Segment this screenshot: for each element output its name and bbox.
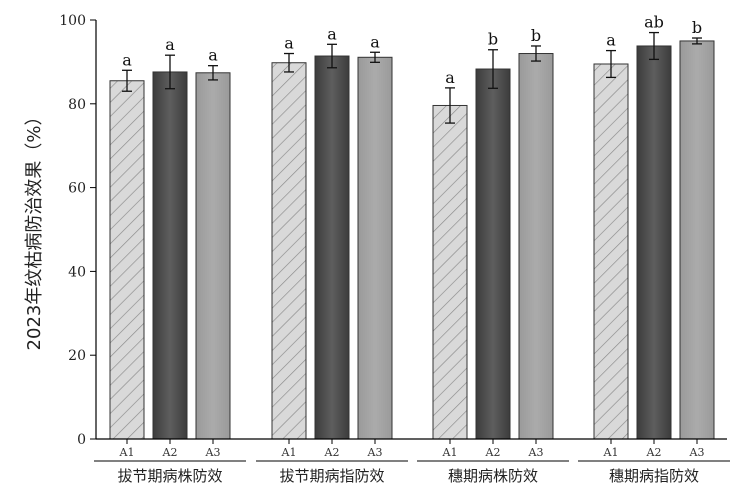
bars-layer xyxy=(109,40,715,440)
category-label: 穗期病株防效 xyxy=(448,467,538,485)
y-tick-label: 0 xyxy=(77,432,86,448)
y-axis: 0 20 40 60 80 100 xyxy=(59,13,97,448)
significance-label: a xyxy=(445,68,455,87)
series-tick-label: A1 xyxy=(281,446,297,459)
series-tick-label: A2 xyxy=(162,446,178,459)
bar-a1-1 xyxy=(109,80,145,440)
series-tick-label: A2 xyxy=(646,446,662,459)
bar-a3-2 xyxy=(357,56,393,440)
significance-label: a xyxy=(284,34,294,53)
bar-a2-4 xyxy=(636,45,672,440)
category-label: 拔节期病指防效 xyxy=(279,467,384,485)
series-tick-label: A2 xyxy=(485,446,501,459)
bar-a1-2 xyxy=(271,62,307,440)
significance-label: ab xyxy=(644,13,664,32)
bar-a3-1 xyxy=(195,72,231,440)
series-tick-label: A1 xyxy=(603,446,619,459)
category-label: 穗期病指防效 xyxy=(609,467,699,485)
significance-label: b xyxy=(692,18,702,37)
series-tick-label: A2 xyxy=(324,446,340,459)
significance-label: a xyxy=(370,32,380,51)
category-label: 拔节期病株防效 xyxy=(117,467,222,485)
y-tick-label: 60 xyxy=(68,181,86,197)
significance-label: a xyxy=(208,46,218,65)
bar-a1-4 xyxy=(593,63,629,440)
y-axis-label: 2023年纹枯病防治效果（%） xyxy=(24,108,45,351)
series-tick-label: A1 xyxy=(442,446,458,459)
y-tick-label: 40 xyxy=(68,264,86,280)
bar-a2-1 xyxy=(152,71,188,440)
series-tick-label: A3 xyxy=(367,446,383,459)
significance-label: b xyxy=(531,26,541,45)
bar-a2-3 xyxy=(475,68,511,440)
y-tick-label: 20 xyxy=(68,348,86,364)
bar-a1-3 xyxy=(432,104,468,440)
significance-label: a xyxy=(122,50,132,69)
series-tick-label: A3 xyxy=(689,446,705,459)
bar-a3-4 xyxy=(679,40,715,440)
significance-label: b xyxy=(488,30,498,49)
significance-label: a xyxy=(327,24,337,43)
y-tick-label: 100 xyxy=(59,13,86,29)
series-tick-label: A3 xyxy=(205,446,221,459)
significance-label: a xyxy=(606,31,616,50)
series-tick-label: A1 xyxy=(119,446,135,459)
series-tick-label: A3 xyxy=(528,446,544,459)
x-axis: A1 A2 A3 拔节期病株防效 A1 A2 A3 拔节期病指防效 A1 A2 A3 穗期病株防效 A1… xyxy=(94,438,730,485)
significance-label: a xyxy=(165,35,175,54)
error-bars-layer xyxy=(122,31,702,124)
y-tick-label: 80 xyxy=(68,97,86,113)
bar-a2-2 xyxy=(314,55,350,440)
bar-a3-3 xyxy=(518,53,554,440)
